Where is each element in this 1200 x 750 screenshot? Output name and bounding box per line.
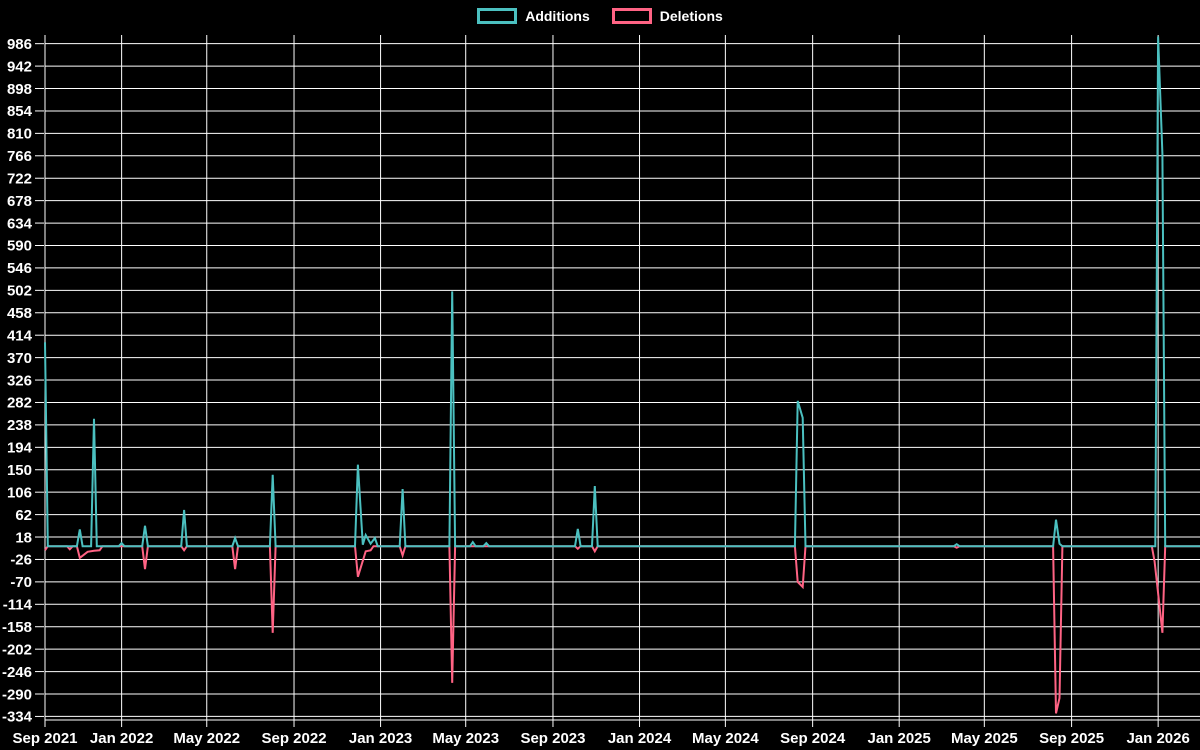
additions-legend-label: Additions xyxy=(525,8,590,24)
x-tick-label: Sep 2023 xyxy=(520,730,585,747)
y-tick-label: -202 xyxy=(2,641,32,658)
y-tick-label: 810 xyxy=(7,126,32,143)
x-tick-label: Jan 2022 xyxy=(90,730,153,747)
y-tick-label: -334 xyxy=(2,709,33,726)
y-tick-label: 854 xyxy=(7,103,33,120)
x-tick-label: Sep 2021 xyxy=(12,730,77,747)
chart-legend: Additions Deletions xyxy=(0,8,1200,24)
series-line-additions xyxy=(44,36,1200,548)
x-tick-label: Jan 2023 xyxy=(349,730,412,747)
series-line-deletions xyxy=(44,545,1200,714)
y-tick-label: 62 xyxy=(15,507,32,524)
y-tick-label: 194 xyxy=(7,440,33,457)
y-tick-label: -26 xyxy=(10,552,32,569)
y-tick-label: -246 xyxy=(2,664,32,681)
y-tick-label: 326 xyxy=(7,372,32,389)
x-tick-label: May 2024 xyxy=(692,730,759,747)
y-tick-label: 150 xyxy=(7,462,32,479)
y-tick-label: 282 xyxy=(7,395,32,412)
x-tick-label: May 2025 xyxy=(951,730,1018,747)
x-tick-label: Sep 2024 xyxy=(780,730,846,747)
y-tick-label: -114 xyxy=(3,597,33,614)
y-tick-label: 458 xyxy=(7,305,32,322)
y-tick-label: 898 xyxy=(7,81,32,98)
x-tick-label: May 2022 xyxy=(173,730,240,747)
y-tick-label: 18 xyxy=(15,529,32,546)
legend-item-additions[interactable]: Additions xyxy=(477,8,590,24)
y-tick-label: 414 xyxy=(7,327,33,344)
y-tick-label: 502 xyxy=(7,283,32,300)
y-tick-label: -158 xyxy=(2,619,32,636)
y-tick-label: 942 xyxy=(7,58,32,75)
x-tick-label: Jan 2025 xyxy=(867,730,930,747)
y-tick-label: 722 xyxy=(7,170,32,187)
y-tick-label: 106 xyxy=(7,484,32,501)
y-tick-label: 238 xyxy=(7,417,32,434)
x-tick-label: Jan 2024 xyxy=(608,730,672,747)
x-tick-label: May 2023 xyxy=(432,730,499,747)
y-tick-label: 678 xyxy=(7,193,32,210)
x-tick-label: Jan 2026 xyxy=(1126,730,1189,747)
y-tick-label: 370 xyxy=(7,350,32,367)
deletions-legend-swatch xyxy=(611,8,652,24)
x-tick-label: Sep 2022 xyxy=(261,730,326,747)
y-tick-label: 590 xyxy=(7,238,32,255)
y-tick-label: 634 xyxy=(7,215,33,232)
additions-legend-swatch xyxy=(477,8,518,24)
y-tick-label: 546 xyxy=(7,260,32,277)
y-tick-label: -290 xyxy=(2,686,32,703)
legend-item-deletions[interactable]: Deletions xyxy=(611,8,723,24)
y-tick-label: 986 xyxy=(7,36,32,53)
deletions-legend-label: Deletions xyxy=(659,8,723,24)
y-tick-label: 766 xyxy=(7,148,32,165)
y-tick-label: -70 xyxy=(10,574,32,591)
x-tick-label: Sep 2025 xyxy=(1039,730,1104,747)
